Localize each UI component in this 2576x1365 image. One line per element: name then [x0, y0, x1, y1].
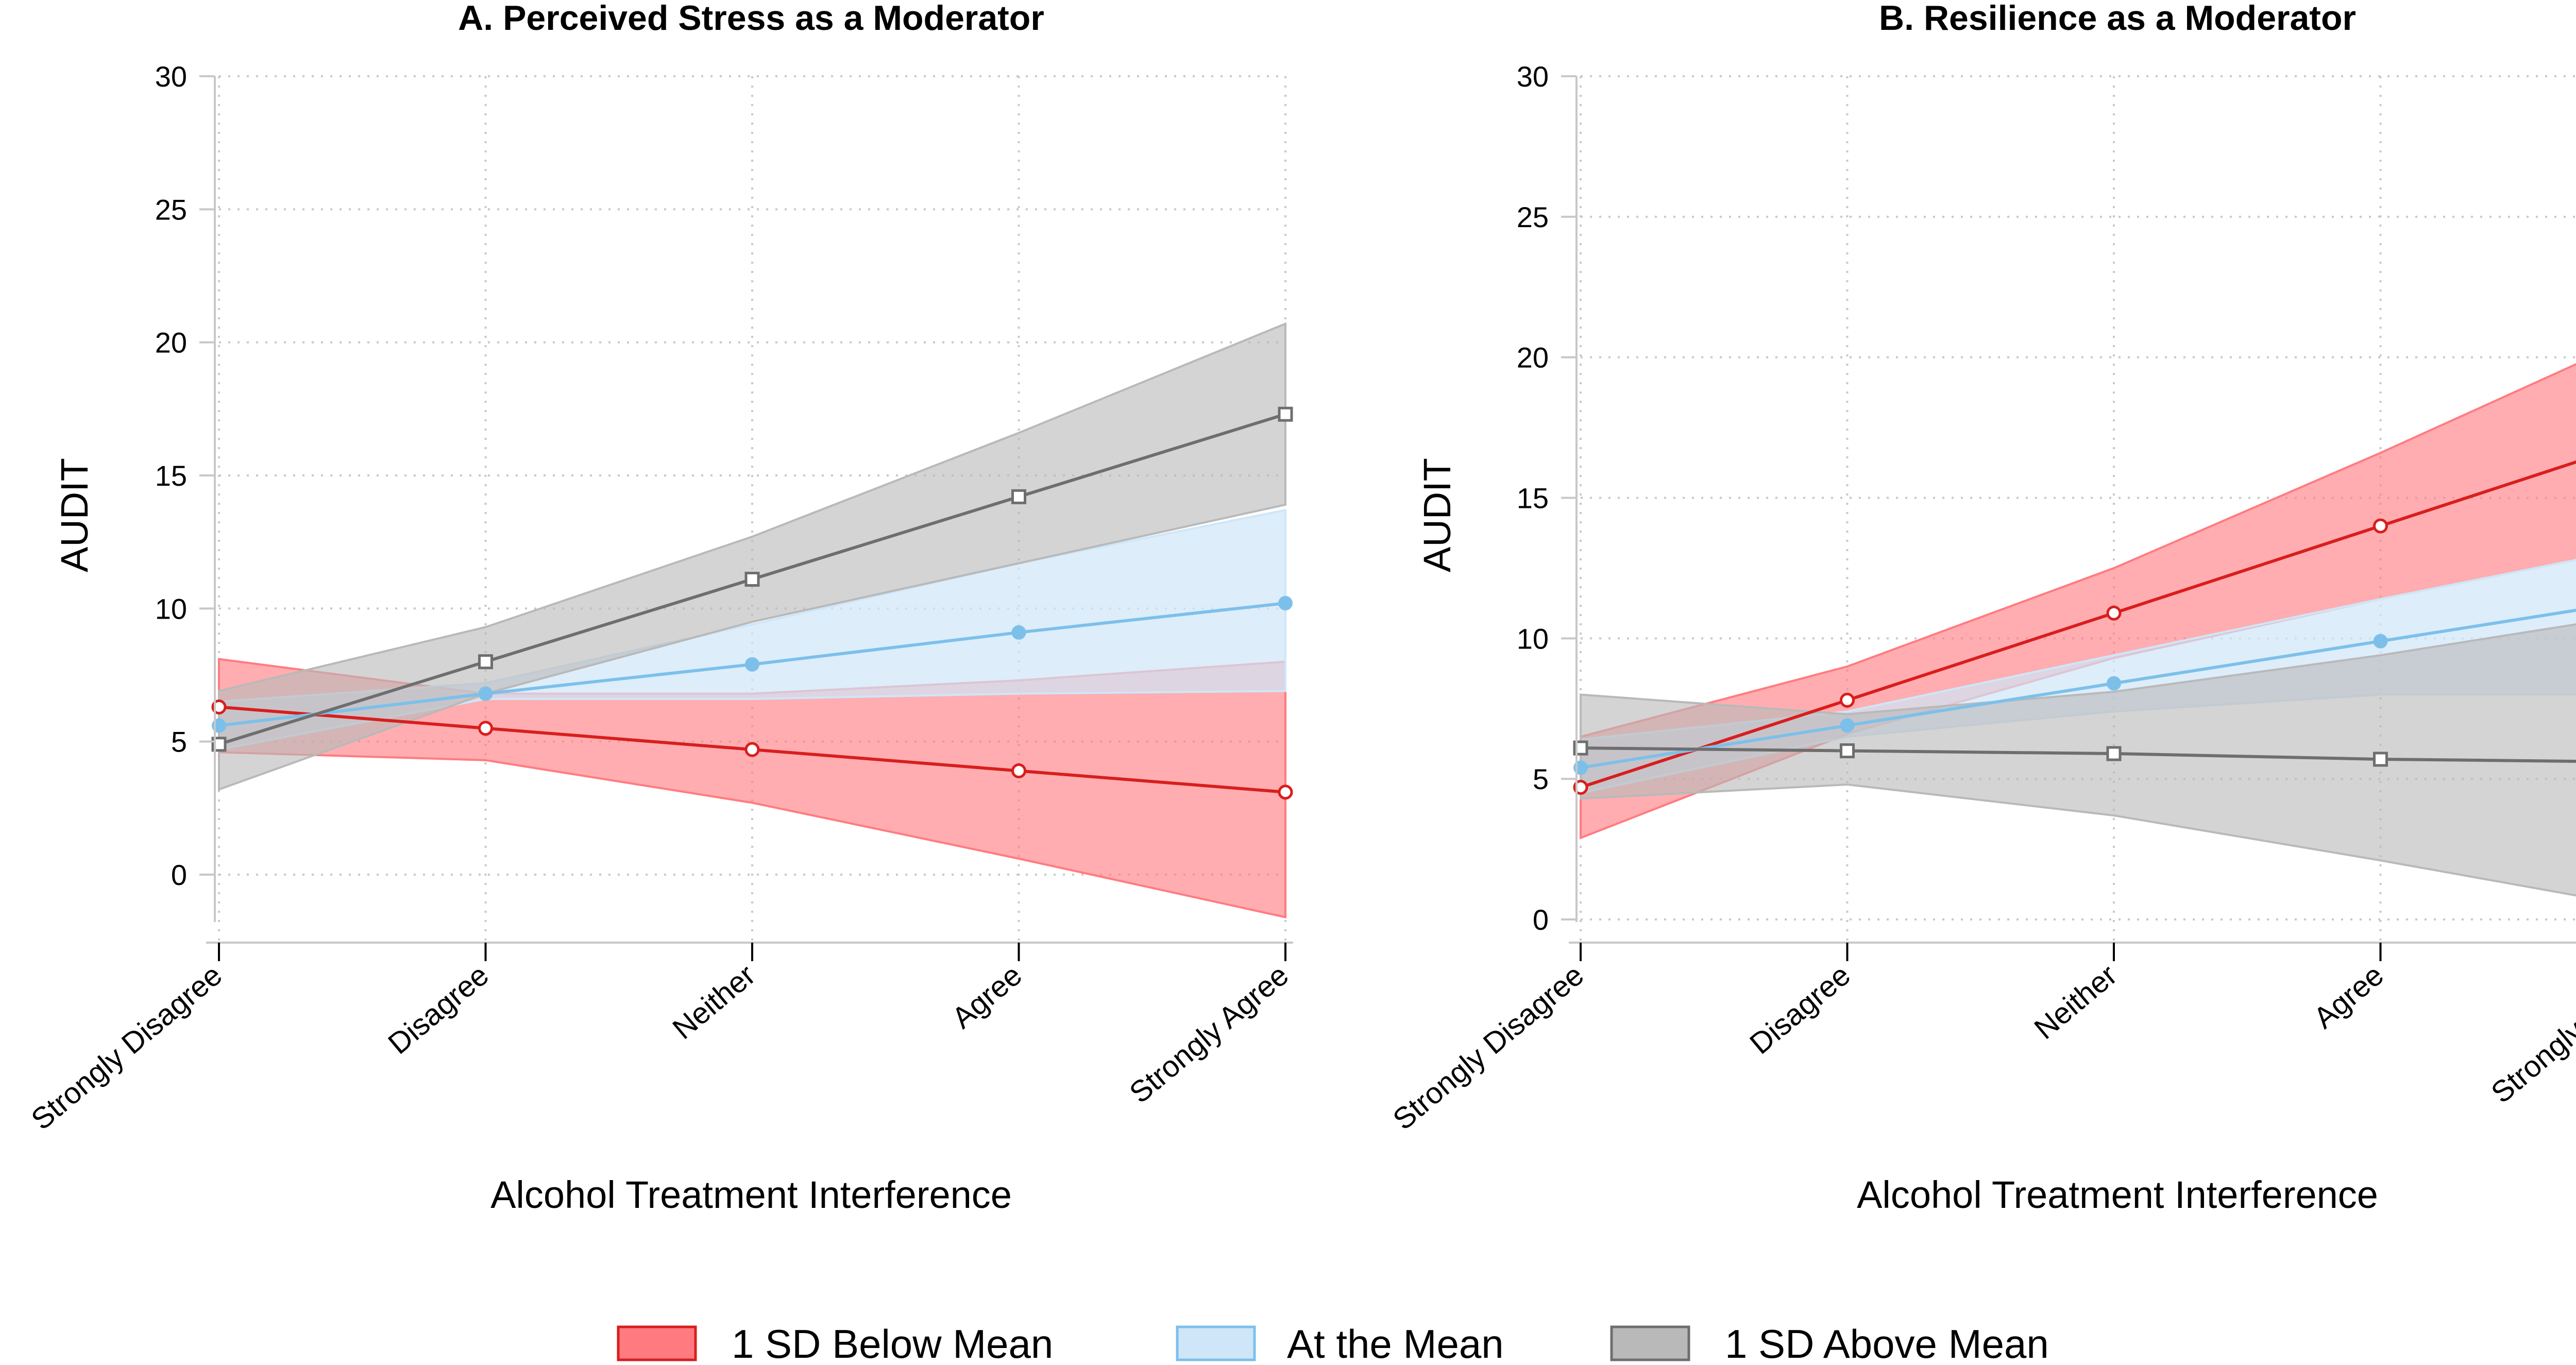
- panel-title: A. Perceived Stress as a Moderator: [458, 0, 1044, 38]
- data-point-mean: [1011, 625, 1026, 640]
- y-tick-label: 20: [155, 327, 187, 359]
- panel-a-perceived-stress: A. Perceived Stress as a Moderator 0 5 10 1…: [25, 0, 1295, 1216]
- y-tick-label: 20: [1517, 342, 1549, 374]
- x-tick-label: Agree: [2308, 958, 2390, 1035]
- y-tick-label: 25: [1517, 201, 1549, 233]
- y-axis-title: AUDIT: [1416, 458, 1459, 572]
- data-point-mean: [478, 686, 493, 701]
- x-tick-label: Strongly Disagree: [1386, 958, 1590, 1136]
- y-tick-label: 15: [1517, 482, 1549, 515]
- data-point-above: [478, 654, 493, 670]
- data-point-below: [1278, 784, 1293, 800]
- legend-label-above: 1 SD Above Mean: [1725, 1321, 2049, 1365]
- data-point-below: [1840, 692, 1855, 708]
- y-tick-label: 10: [155, 592, 187, 625]
- y-tick-label: 10: [1517, 622, 1549, 655]
- legend-swatch-mean: [1176, 1325, 1256, 1361]
- legend-label-below: 1 SD Below Mean: [732, 1321, 1053, 1365]
- legend-swatch-above: [1610, 1325, 1690, 1361]
- y-tick-label: 25: [155, 193, 187, 226]
- data-point-below: [478, 721, 493, 736]
- y-tick-label: 30: [155, 60, 187, 93]
- x-tick-label: Strongly Agree: [1123, 958, 1295, 1110]
- y-axis-title: AUDIT: [53, 458, 96, 572]
- x-axis-title: Alcohol Treatment Interference: [1857, 1173, 2378, 1216]
- y-tick-label: 5: [1533, 763, 1549, 795]
- y-tick-label: 5: [171, 726, 187, 758]
- panel-title: B. Resilience as a Moderator: [1879, 0, 2356, 38]
- confidence-bands: [1580, 363, 2576, 897]
- x-tick-label: Neither: [666, 958, 761, 1046]
- legend-swatch-below: [617, 1325, 697, 1361]
- ci-band-above: [218, 322, 1286, 791]
- y-tick-label: 15: [155, 459, 187, 492]
- legend: 1 SD Below Mean At the Mean 1 SD Above M…: [617, 1321, 2049, 1365]
- y-tick-label: 0: [171, 859, 187, 891]
- x-tick-label: Strongly Disagree: [25, 958, 228, 1136]
- y-tick-label: 30: [1517, 60, 1549, 93]
- data-point-above: [2373, 752, 2388, 767]
- x-tick-label: Disagree: [382, 958, 495, 1061]
- data-point-mean: [1278, 596, 1293, 610]
- data-point-below: [2373, 518, 2388, 534]
- y-tick-label: 0: [1533, 903, 1549, 936]
- data-point-above: [1278, 406, 1293, 422]
- data-point-above: [744, 572, 760, 587]
- x-axis-title: Alcohol Treatment Interference: [490, 1173, 1012, 1216]
- x-tick-label: Strongly Agree: [2485, 958, 2576, 1110]
- data-point-mean: [745, 657, 759, 672]
- data-point-above: [1011, 489, 1026, 504]
- data-point-above: [1840, 743, 1855, 759]
- panel-b-resilience: B. Resilience as a Moderator 0 5 10 15 20 25 3…: [1386, 0, 2576, 1216]
- data-point-above: [2106, 746, 2122, 761]
- data-point-below: [1011, 763, 1026, 778]
- x-tick-label: Agree: [946, 958, 1028, 1035]
- data-point-mean: [1840, 718, 1855, 733]
- data-point-below: [744, 742, 760, 757]
- ci-band-above: [1580, 623, 2576, 897]
- legend-label-mean: At the Mean: [1287, 1321, 1504, 1365]
- data-point-mean: [2373, 634, 2388, 649]
- x-tick-label: Disagree: [1743, 958, 1857, 1061]
- x-tick-label: Neither: [2028, 958, 2123, 1046]
- data-point-mean: [2107, 676, 2121, 691]
- data-point-below: [2106, 605, 2122, 621]
